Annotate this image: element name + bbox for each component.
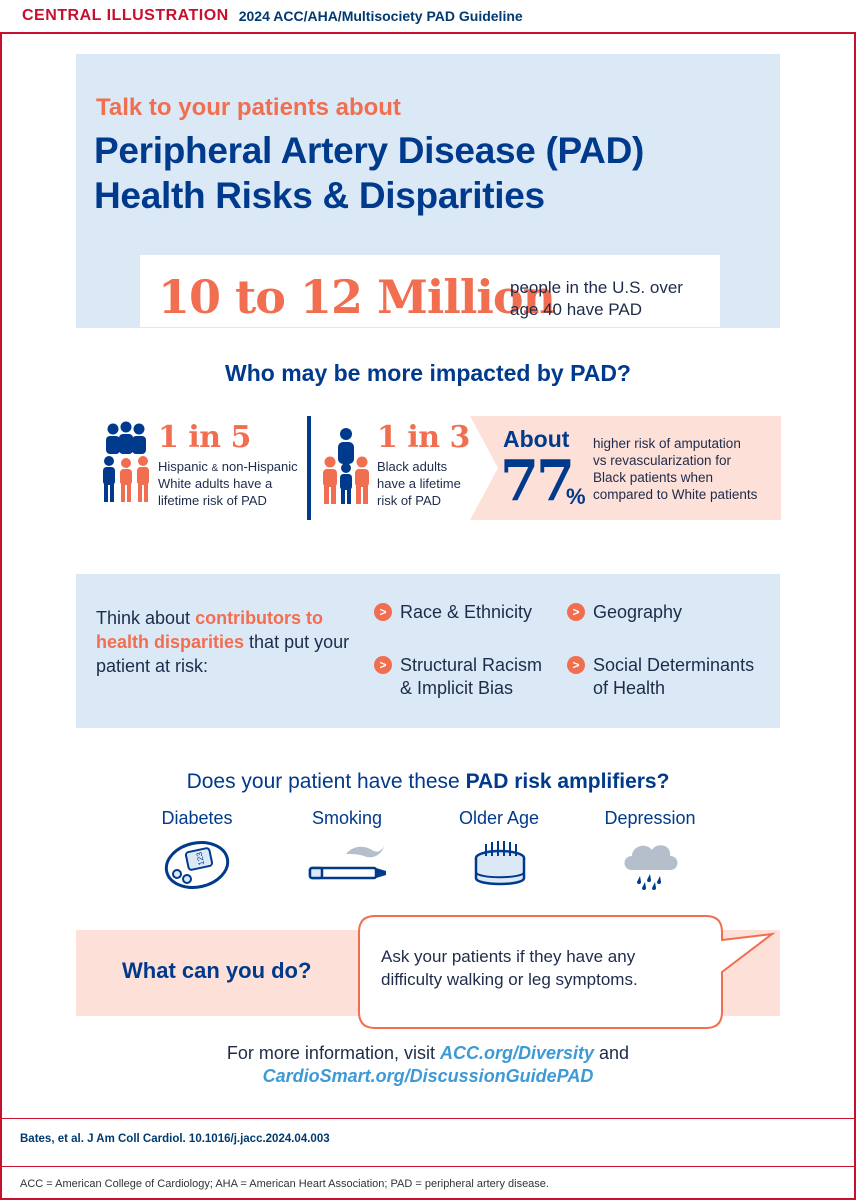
central-illustration-tag: CENTRAL ILLUSTRATION (22, 7, 229, 24)
amputation-risk-percent: % (566, 484, 586, 509)
amputation-risk-description: higher risk of amputation vs revasculari… (593, 436, 773, 504)
contributors-panel (76, 574, 780, 728)
contributor-item: > Social Determinants of Health (567, 654, 754, 701)
action-bubble-line1: Ask your patients if they have any (381, 947, 636, 966)
stat-1-line1a: Hispanic (158, 459, 208, 474)
impact-divider (307, 416, 311, 520)
stat-2-ratio: 1 in 3 (377, 420, 470, 455)
contributor-structural-line2: & Implicit Bias (400, 678, 514, 699)
citation-divider (0, 1118, 856, 1119)
intro-title: Peripheral Artery Disease (PAD) Health R… (94, 128, 784, 218)
amplifier-older-age-label: Older Age (458, 808, 540, 828)
stat-2-line1: Black adults (377, 459, 448, 474)
guideline-title: 2024 ACC/AHA/Multisociety PAD Guideline (238, 8, 523, 24)
amplifiers-title-a: Does your patient have these (186, 770, 466, 793)
contributor-social-line1: Social Determinants (593, 655, 755, 675)
amplifiers-title: Does your patient have these PAD risk am… (0, 770, 856, 794)
chevron-shape-icon (470, 416, 498, 520)
acc-diversity-link[interactable]: ACC.org/Diversity (439, 1043, 595, 1063)
amputation-risk-number: 77 (500, 448, 575, 514)
about-line3: Black patients when (593, 469, 714, 485)
about-label: About (503, 426, 570, 452)
contributors-lead-a: Think about (96, 608, 196, 628)
contributor-item: > Race & Ethnicity (374, 601, 532, 624)
glucose-meter-icon: 123 (164, 841, 230, 889)
intro-title-line1: Peripheral Artery Disease (PAD) (94, 130, 645, 171)
amplifier-diabetes-label: Diabetes (161, 808, 233, 828)
amputation-risk-panel (470, 416, 781, 520)
contributor-social-line2: of Health (593, 678, 666, 699)
more-info-and: and (594, 1043, 630, 1063)
contributor-item: > Geography (567, 601, 682, 624)
prevalence-desc-line1: people in the U.S. over (510, 278, 683, 297)
cigarette-icon (308, 846, 386, 880)
abbreviations-footnote: ACC = American College of Cardiology; AH… (20, 1178, 549, 1190)
action-bubble-text: Ask your patients if they have any diffi… (381, 946, 721, 992)
prevalence-description: people in the U.S. over age 40 have PAD (510, 277, 720, 321)
action-bubble-line2: difficulty walking or leg symptoms. (381, 969, 638, 989)
contributors-highlight: contributors to health disparities (96, 608, 324, 652)
about-line1: higher risk of amputation (593, 436, 741, 451)
chevron-right-icon: > (567, 603, 585, 621)
chevron-right-icon: > (374, 603, 392, 621)
family-group-icon (103, 421, 149, 502)
stat-1-line2: White adults have a (158, 475, 273, 491)
amplifier-smoking-label: Smoking (311, 808, 383, 828)
stat-2-line2: have a lifetime (377, 475, 461, 491)
stat-1-amp: & (211, 463, 219, 474)
birthday-cake-icon (474, 841, 526, 886)
contributor-item: > Structural Racism & Implicit Bias (374, 654, 542, 701)
prevalence-box (140, 255, 720, 327)
contributor-structural-line1: Structural Racism (400, 655, 543, 675)
intro-pre-title: Talk to your patients about (96, 94, 401, 121)
footnote-divider (0, 1166, 856, 1167)
amplifiers-title-b: PAD risk amplifiers? (465, 770, 670, 793)
intro-title-line2: Health Risks & Disparities (94, 175, 545, 217)
prevalence-number: 10 to 12 Million (158, 270, 556, 324)
stat-2-description: Black adults have a lifetime risk of PAD (377, 459, 477, 510)
stat-2-line3: risk of PAD (377, 492, 442, 508)
stat-1-line3: lifetime risk of PAD (158, 492, 267, 508)
prevalence-desc-line2: age 40 have PAD (510, 300, 642, 320)
cardiosmart-link[interactable]: CardioSmart.org/DiscussionGuidePAD (262, 1066, 594, 1087)
stat-1-line1b: non-Hispanic (221, 459, 298, 474)
more-info-lead: For more information, visit (226, 1043, 440, 1063)
header-bar: CENTRAL ILLUSTRATION 2024 ACC/AHA/Multis… (0, 0, 856, 34)
rain-cloud-icon (624, 845, 678, 890)
chevron-right-icon: > (374, 656, 392, 674)
contributors-lead-b: that put your patient at risk: (96, 631, 350, 676)
about-line4: compared to White patients (593, 486, 758, 502)
contributors-lead-text: Think about contributors to health dispa… (96, 607, 366, 678)
impact-title: Who may be more impacted by PAD? (225, 360, 631, 386)
action-title: What can you do? (122, 958, 312, 983)
glucose-reading: 123 (195, 851, 207, 866)
more-info: For more information, visit ACC.org/Dive… (0, 1042, 856, 1089)
about-line2: vs revascularization for (593, 452, 732, 468)
contributor-race: Race & Ethnicity (400, 602, 533, 622)
family-trio-icon (323, 428, 369, 504)
chevron-right-icon: > (567, 656, 585, 674)
citation: Bates, et al. J Am Coll Cardiol. 10.1016… (20, 1133, 330, 1145)
stat-1-description: Hispanic & non-Hispanic White adults hav… (158, 459, 308, 510)
amplifier-depression-label: Depression (604, 808, 696, 828)
contributor-geography: Geography (593, 602, 683, 622)
stat-1-ratio: 1 in 5 (158, 420, 251, 455)
